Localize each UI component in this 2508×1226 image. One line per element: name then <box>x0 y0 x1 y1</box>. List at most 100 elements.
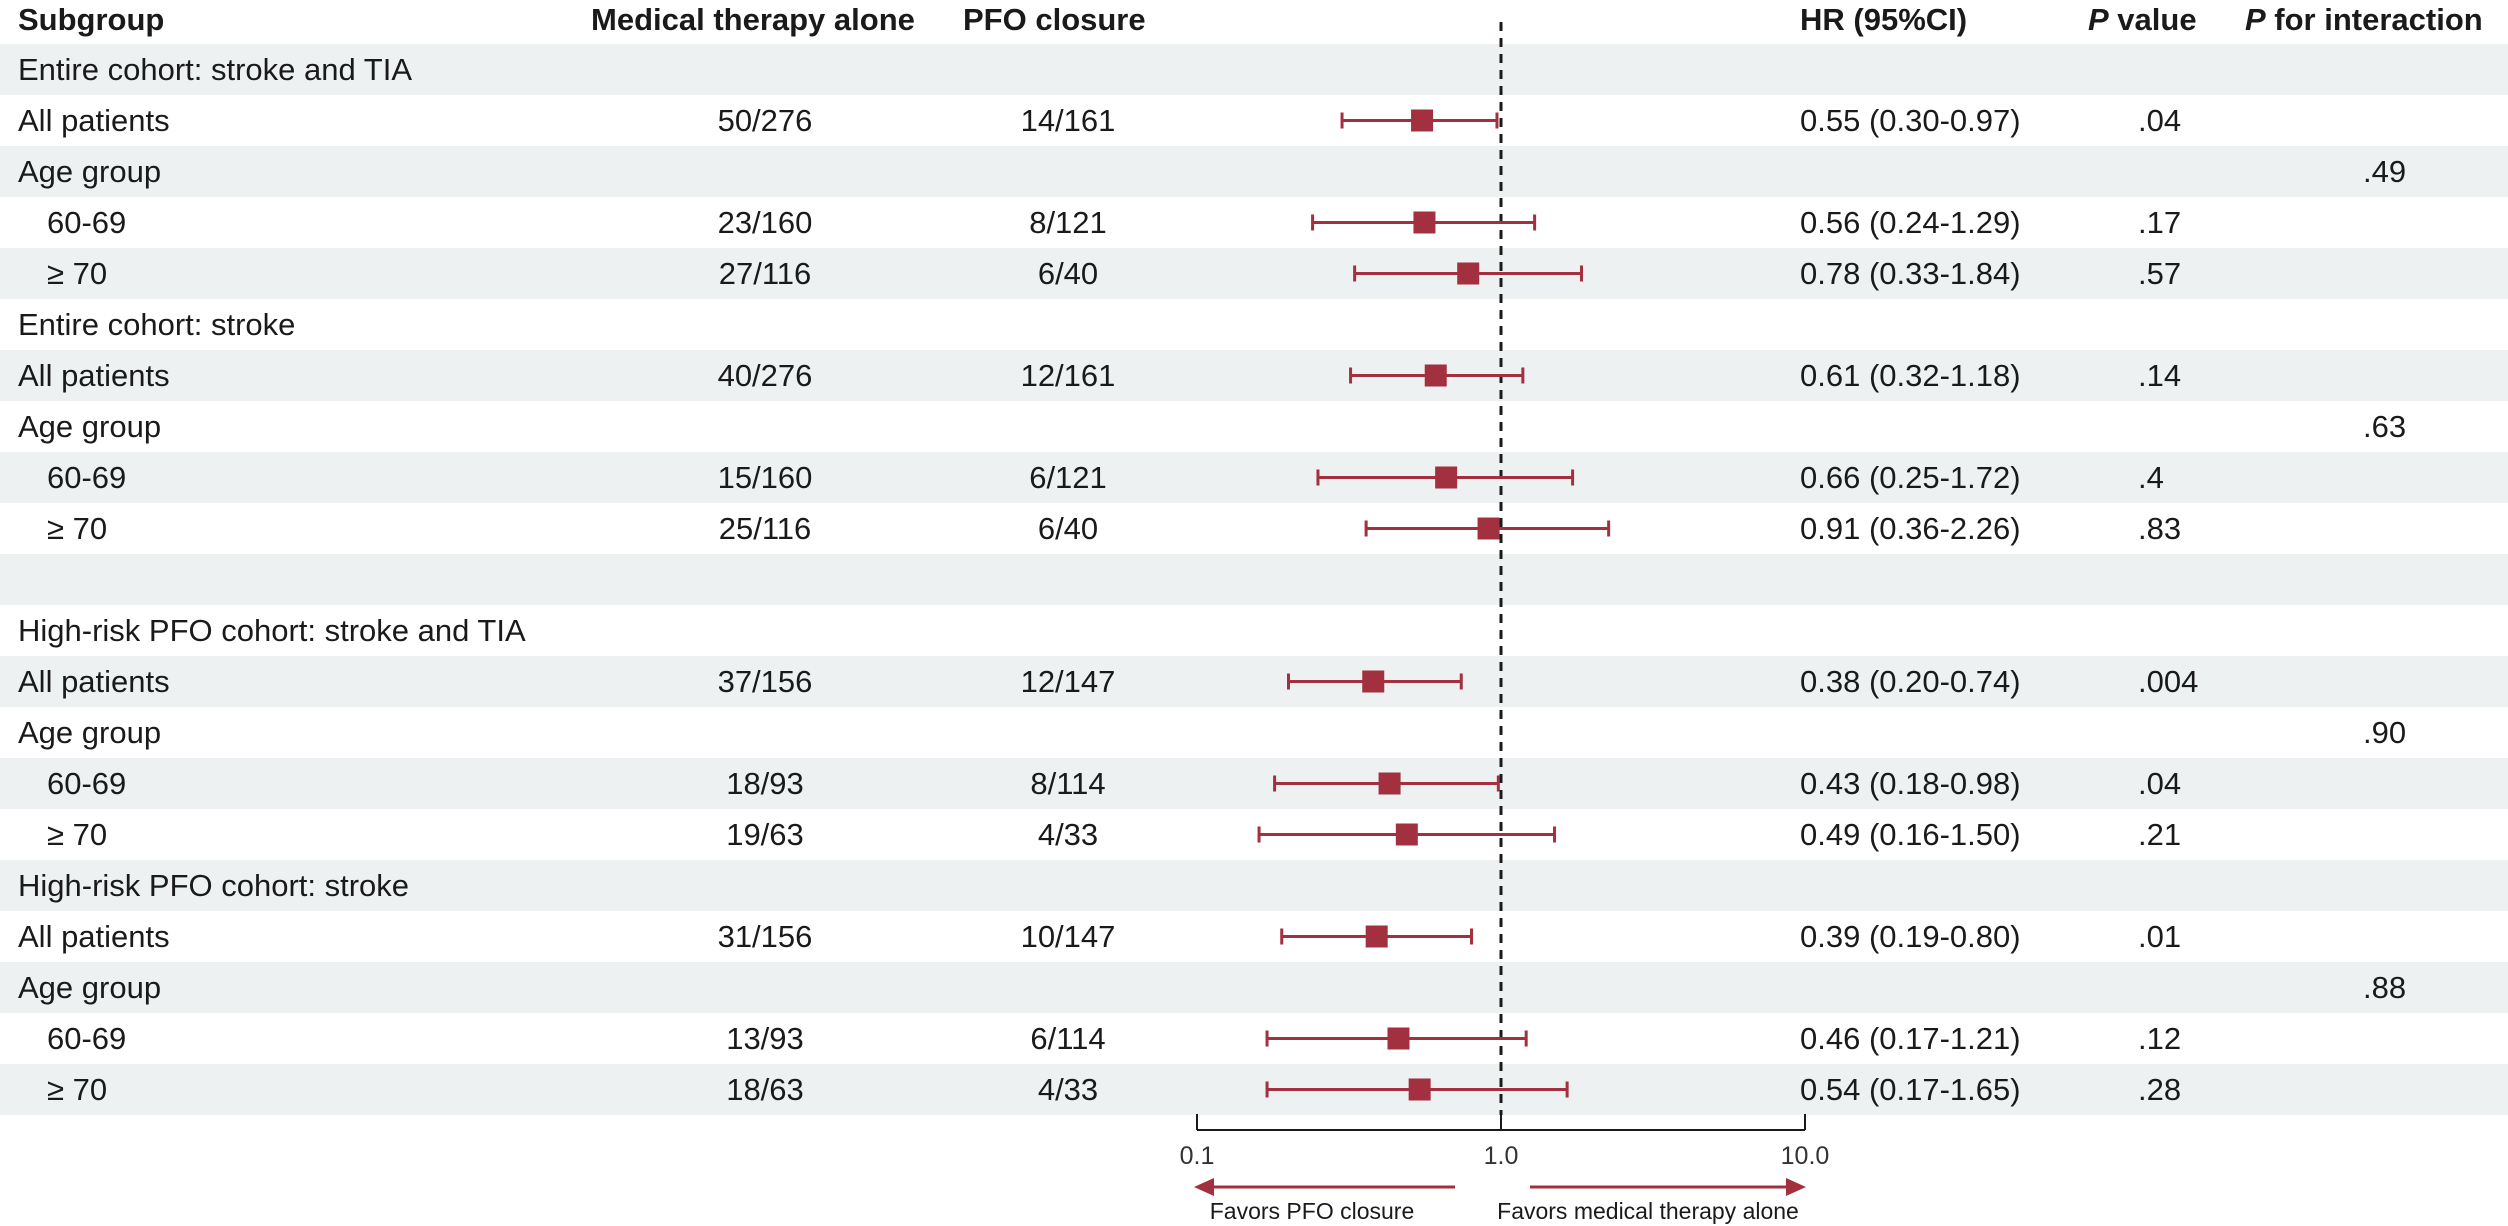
table-row: 60-69 18/93 8/114 0.43 (0.18-0.98) .04 <box>0 758 2508 809</box>
header-pint-italic: P <box>2245 2 2266 37</box>
medical-events <box>660 605 870 656</box>
header-p-italic: P <box>2088 2 2109 37</box>
x-tick-label: 10.0 <box>1781 1142 1830 1170</box>
x-tick-label: 0.1 <box>1180 1142 1215 1170</box>
p-interaction: .63 <box>2363 409 2407 444</box>
header-p-interaction: P for interaction <box>2245 0 2483 40</box>
medical-events <box>660 554 870 605</box>
table-row: 60-69 13/93 6/114 0.46 (0.17-1.21) .12 <box>0 1013 2508 1064</box>
header-medical-therapy: Medical therapy alone <box>591 2 915 37</box>
medical-events: 18/93 <box>726 766 804 801</box>
medical-events <box>660 44 870 95</box>
medical-events <box>660 860 870 911</box>
hr-ci-text: 0.39 (0.19-0.80) <box>1800 919 2021 954</box>
hr-ci-text: 0.66 (0.25-1.72) <box>1800 460 2021 495</box>
medical-events <box>660 401 870 452</box>
row-label: 60-69 <box>47 766 127 801</box>
table-row: 60-69 23/160 8/121 0.56 (0.24-1.29) .17 <box>0 197 2508 248</box>
table-row: High-risk PFO cohort: stroke and TIA <box>0 605 2508 656</box>
p-value: .57 <box>2138 256 2182 291</box>
p-value: .21 <box>2138 817 2182 852</box>
table-row: Entire cohort: stroke and TIA <box>0 44 2508 95</box>
medical-events: 37/156 <box>717 664 813 699</box>
medical-events: 19/63 <box>726 817 804 852</box>
medical-events: 18/63 <box>726 1072 804 1107</box>
table-row: All patients 40/276 12/161 0.61 (0.32-1.18)… <box>0 350 2508 401</box>
header-hr-ci: HR (95%CI) <box>1800 2 1968 37</box>
medical-events: 25/116 <box>718 511 812 546</box>
x-tick-label: 1.0 <box>1484 1142 1519 1170</box>
table-row <box>0 554 2508 605</box>
medical-events: 15/160 <box>717 460 813 495</box>
favors-left-label: Favors PFO closure <box>1210 1198 1415 1224</box>
hr-ci-text: 0.55 (0.30-0.97) <box>1800 103 2021 138</box>
hr-ci-text: 0.49 (0.16-1.50) <box>1800 817 2021 852</box>
row-label: ≥ 70 <box>47 1072 108 1107</box>
row-label: Entire cohort: stroke <box>18 307 296 342</box>
table-row: ≥ 70 18/63 4/33 0.54 (0.17-1.65) .28 <box>0 1064 2508 1115</box>
table-row: Entire cohort: stroke <box>0 299 2508 350</box>
favors-left-arrowhead <box>1194 1178 1214 1196</box>
pfo-events: 14/161 <box>1020 103 1116 138</box>
row-label: High-risk PFO cohort: stroke and TIA <box>18 613 526 648</box>
row-label: ≥ 70 <box>47 511 108 546</box>
medical-events: 13/93 <box>726 1021 804 1056</box>
medical-events: 40/276 <box>717 358 813 393</box>
row-label: Entire cohort: stroke and TIA <box>18 52 413 87</box>
p-value: .01 <box>2138 919 2182 954</box>
pfo-events: 12/161 <box>1020 358 1116 393</box>
pfo-events <box>963 299 1173 350</box>
pfo-events <box>963 707 1173 758</box>
medical-events: 27/116 <box>718 256 812 291</box>
table-row: ≥ 70 27/116 6/40 0.78 (0.33-1.84) .57 <box>0 248 2508 299</box>
hr-ci-text: 0.54 (0.17-1.65) <box>1800 1072 2021 1107</box>
p-value: .83 <box>2138 511 2182 546</box>
header-pint-rest: for interaction <box>2265 2 2483 37</box>
row-label: 60-69 <box>47 205 127 240</box>
p-value: .14 <box>2138 358 2182 393</box>
medical-events <box>660 707 870 758</box>
table-row: 60-69 15/160 6/121 0.66 (0.25-1.72) .4 <box>0 452 2508 503</box>
medical-events: 50/276 <box>717 103 813 138</box>
table-row: All patients 31/156 10/147 0.39 (0.19-0.80)… <box>0 911 2508 962</box>
pfo-events <box>963 962 1173 1013</box>
row-label: 60-69 <box>47 1021 127 1056</box>
p-interaction: .90 <box>2363 715 2407 750</box>
pfo-events: 6/114 <box>1030 1021 1106 1056</box>
row-label: ≥ 70 <box>47 817 108 852</box>
row-label: Age group <box>18 970 162 1005</box>
table-row: Age group .49 <box>0 146 2508 197</box>
pfo-events: 4/33 <box>1037 817 1099 852</box>
pfo-events: 6/40 <box>1037 256 1099 291</box>
header-subgroup: Subgroup <box>18 2 165 37</box>
hr-ci-text: 0.78 (0.33-1.84) <box>1800 256 2021 291</box>
p-value: .04 <box>2138 766 2182 801</box>
pfo-events: 12/147 <box>1020 664 1116 699</box>
favors-right-arrowhead <box>1786 1178 1806 1196</box>
row-label: 60-69 <box>47 460 127 495</box>
pfo-events: 6/40 <box>1037 511 1099 546</box>
favors-right-label: Favors medical therapy alone <box>1497 1198 1799 1224</box>
pfo-events <box>963 860 1173 911</box>
pfo-events <box>963 554 1173 605</box>
p-value: .12 <box>2138 1021 2182 1056</box>
row-label: All patients <box>18 919 170 954</box>
row-label: All patients <box>18 103 170 138</box>
header-pfo-closure: PFO closure <box>963 2 1146 37</box>
p-value: .004 <box>2138 664 2199 699</box>
pfo-events: 6/121 <box>1029 460 1107 495</box>
pfo-events <box>963 44 1173 95</box>
medical-events <box>660 962 870 1013</box>
table-row: All patients 37/156 12/147 0.38 (0.20-0.74)… <box>0 656 2508 707</box>
pfo-events: 4/33 <box>1037 1072 1099 1107</box>
pfo-events <box>963 401 1173 452</box>
hr-ci-text: 0.43 (0.18-0.98) <box>1800 766 2021 801</box>
header-p-value: P value <box>2088 0 2197 40</box>
row-label: Age group <box>18 154 162 189</box>
hr-ci-text: 0.56 (0.24-1.29) <box>1800 205 2021 240</box>
header-p-rest: value <box>2108 2 2197 37</box>
p-value: .04 <box>2138 103 2182 138</box>
pfo-events: 8/121 <box>1029 205 1107 240</box>
table-row: ≥ 70 19/63 4/33 0.49 (0.16-1.50) .21 <box>0 809 2508 860</box>
p-interaction: .49 <box>2363 154 2407 189</box>
